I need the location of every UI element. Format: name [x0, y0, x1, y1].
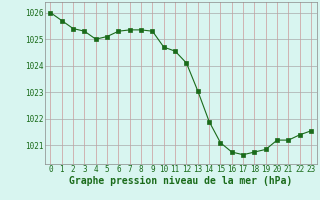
X-axis label: Graphe pression niveau de la mer (hPa): Graphe pression niveau de la mer (hPa) — [69, 176, 292, 186]
